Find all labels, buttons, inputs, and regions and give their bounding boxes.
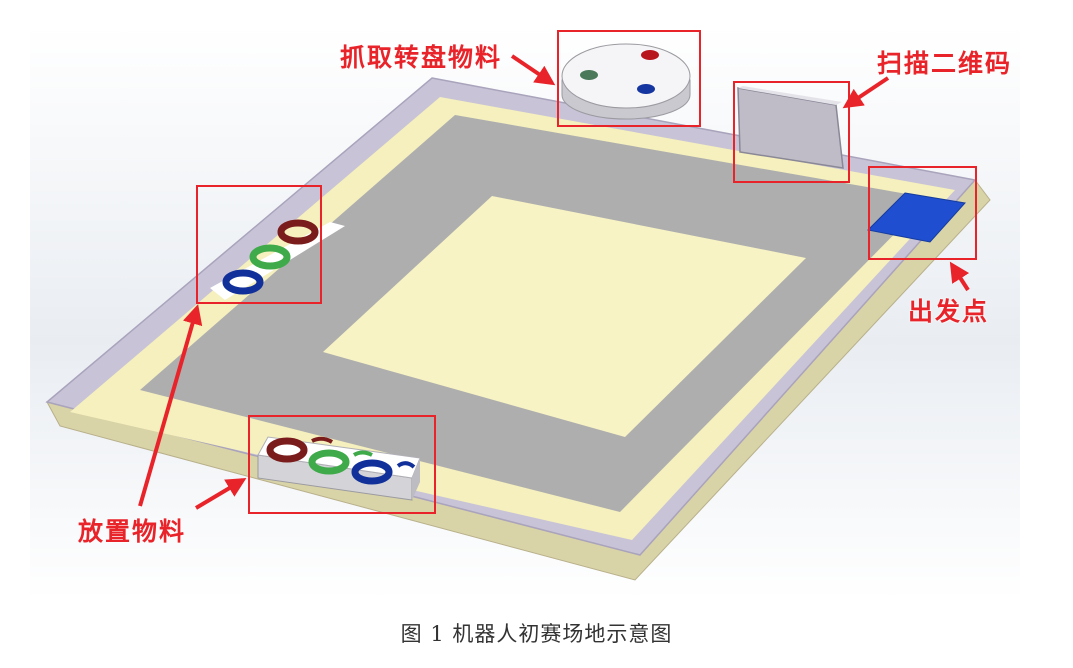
turntable-blue-item bbox=[637, 84, 655, 94]
ring-blue bbox=[222, 269, 264, 295]
turntable-label: 抓取转盘物料 bbox=[340, 43, 503, 72]
qrcode-board-top bbox=[738, 86, 842, 105]
place-arrow-left bbox=[138, 304, 203, 507]
start-label: 出发点 bbox=[908, 297, 990, 326]
ring-red bbox=[266, 437, 308, 463]
ring-red bbox=[277, 219, 319, 245]
bottom-placement-block bbox=[257, 436, 421, 501]
ring-green bbox=[249, 244, 291, 270]
bottom-placement-highlight-box bbox=[248, 415, 436, 514]
qrcode-board bbox=[737, 87, 844, 169]
figure-caption: 图 1 机器人初赛场地示意图 bbox=[400, 622, 673, 646]
turntable bbox=[561, 43, 691, 120]
place-label: 放置物料 bbox=[78, 517, 187, 546]
inner-yellow-square bbox=[323, 196, 806, 437]
start-zone bbox=[866, 192, 966, 243]
ring-green bbox=[308, 449, 350, 475]
start-arrow bbox=[949, 261, 970, 292]
turntable-red-item bbox=[641, 50, 659, 60]
left-placement-strip bbox=[210, 219, 345, 300]
qrcode-label: 扫描二维码 bbox=[877, 49, 1013, 78]
turntable-highlight-box bbox=[557, 30, 701, 127]
turntable-green-item bbox=[580, 70, 598, 80]
turntable-arrow bbox=[510, 54, 556, 86]
qrcode-arrow bbox=[842, 76, 890, 109]
place-arrow-bottom bbox=[194, 477, 247, 510]
qrcode-highlight-box bbox=[733, 81, 850, 183]
start-highlight-box bbox=[868, 166, 977, 260]
ring-blue bbox=[351, 459, 393, 485]
left-placement-highlight-box bbox=[196, 185, 322, 304]
